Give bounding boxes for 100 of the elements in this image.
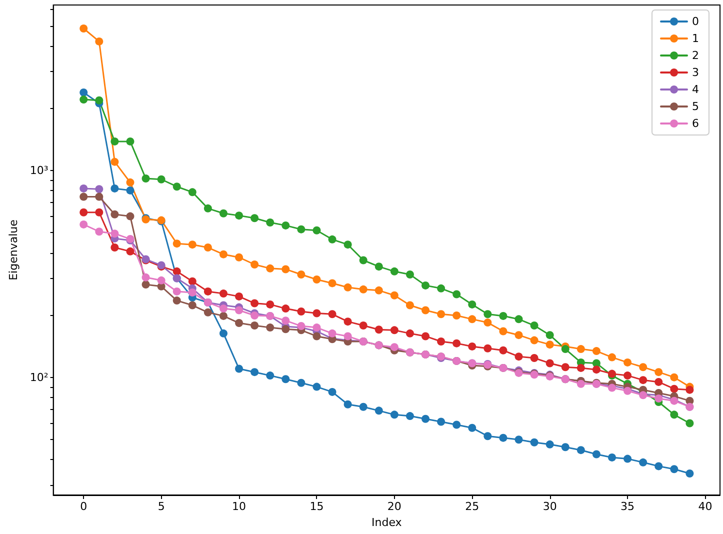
point [437,310,446,318]
point [390,291,398,300]
point [484,310,492,318]
point [266,372,274,380]
point [499,312,508,320]
point [514,352,523,361]
point [576,446,585,454]
point [235,212,244,220]
point [328,235,336,244]
point [576,364,585,372]
point [561,345,570,354]
point [406,301,414,310]
x-tick-label: 40 [698,500,712,513]
point [188,301,196,310]
point [172,287,181,296]
point [219,329,228,338]
point [126,247,134,256]
point [80,184,88,192]
point [204,308,212,316]
point [266,324,274,332]
legend-label: 0 [692,15,699,28]
x-tick-label: 20 [387,500,402,513]
point [561,363,570,372]
point [95,208,104,216]
point [204,204,212,212]
legend-label: 4 [692,83,699,96]
point [654,462,663,470]
point [468,342,476,350]
point [437,338,446,346]
point [282,304,290,313]
point [530,322,538,330]
point [235,306,244,314]
point [670,465,678,474]
point [561,443,570,452]
point [654,378,663,386]
point [250,214,259,222]
point [406,270,414,279]
point [452,339,461,348]
point [142,174,150,182]
point [235,292,244,300]
point [80,208,88,216]
point [530,438,538,446]
point [422,414,430,423]
point [110,158,119,166]
point [188,277,196,286]
point [499,327,508,336]
point [530,336,538,344]
point [328,388,336,396]
point [576,380,585,388]
point [110,210,119,218]
point [312,309,321,318]
point [188,288,196,297]
point [344,400,352,408]
point [670,373,678,382]
x-tick-label: 30 [542,500,557,513]
point [608,353,616,362]
point [157,276,166,284]
legend-label: 3 [692,66,699,79]
point [250,322,259,330]
point [328,310,336,318]
point [282,265,290,274]
point [250,299,259,308]
point [468,300,476,308]
point [359,256,368,264]
point [359,402,368,411]
point [654,394,663,403]
point [266,218,274,227]
legend-label: 2 [692,49,699,62]
point [374,262,383,271]
legend-label: 1 [692,32,699,45]
point [390,410,398,419]
point [437,284,446,292]
point [126,178,134,186]
point [95,96,104,104]
point [686,419,694,428]
point [219,290,228,298]
point [374,406,383,415]
point [157,175,166,184]
y-tick-label: 10³ [30,164,48,177]
point [126,212,134,220]
point [514,331,523,340]
point [452,311,461,320]
point [235,253,244,262]
point [592,450,600,458]
point [80,192,88,201]
x-tick-label: 25 [465,500,480,513]
point [422,281,430,290]
point [686,469,694,478]
point [639,458,648,466]
point [172,296,181,305]
point [344,283,352,292]
point [219,304,228,313]
point [624,358,632,366]
point [80,220,88,228]
point [282,221,290,230]
x-tick-label: 10 [232,500,246,513]
point [95,185,104,194]
point [422,332,430,340]
point [80,96,88,104]
point [188,188,196,196]
